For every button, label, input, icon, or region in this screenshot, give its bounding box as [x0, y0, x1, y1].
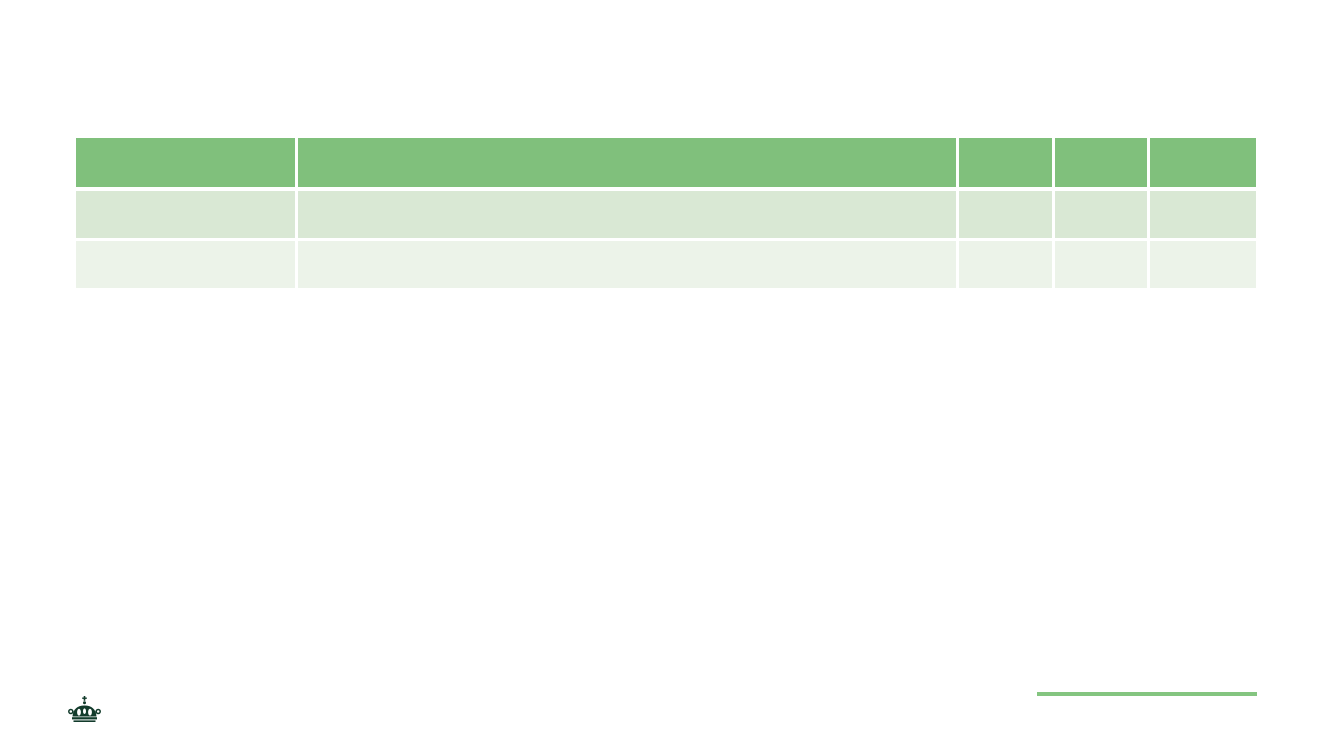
footer-accent-line: [1037, 692, 1257, 696]
header-cell: [1055, 138, 1147, 187]
data-table: [76, 138, 1256, 288]
table-cell: [76, 241, 295, 288]
table-cell: [1150, 241, 1256, 288]
danish-royal-crown-icon: [68, 696, 101, 722]
table-cell: [1055, 241, 1147, 288]
table-cell: [1150, 190, 1256, 238]
table-row: [76, 190, 1256, 238]
header-cell: [76, 138, 295, 187]
table-cell: [298, 241, 956, 288]
table-row: [76, 241, 1256, 288]
table-cell: [76, 190, 295, 238]
table-cell: [959, 241, 1052, 288]
header-cell: [959, 138, 1052, 187]
table-cell: [959, 190, 1052, 238]
table-header-row: [76, 138, 1256, 187]
header-cell: [298, 138, 956, 187]
table-cell: [1055, 190, 1147, 238]
table-cell: [298, 190, 956, 238]
header-cell: [1150, 138, 1256, 187]
